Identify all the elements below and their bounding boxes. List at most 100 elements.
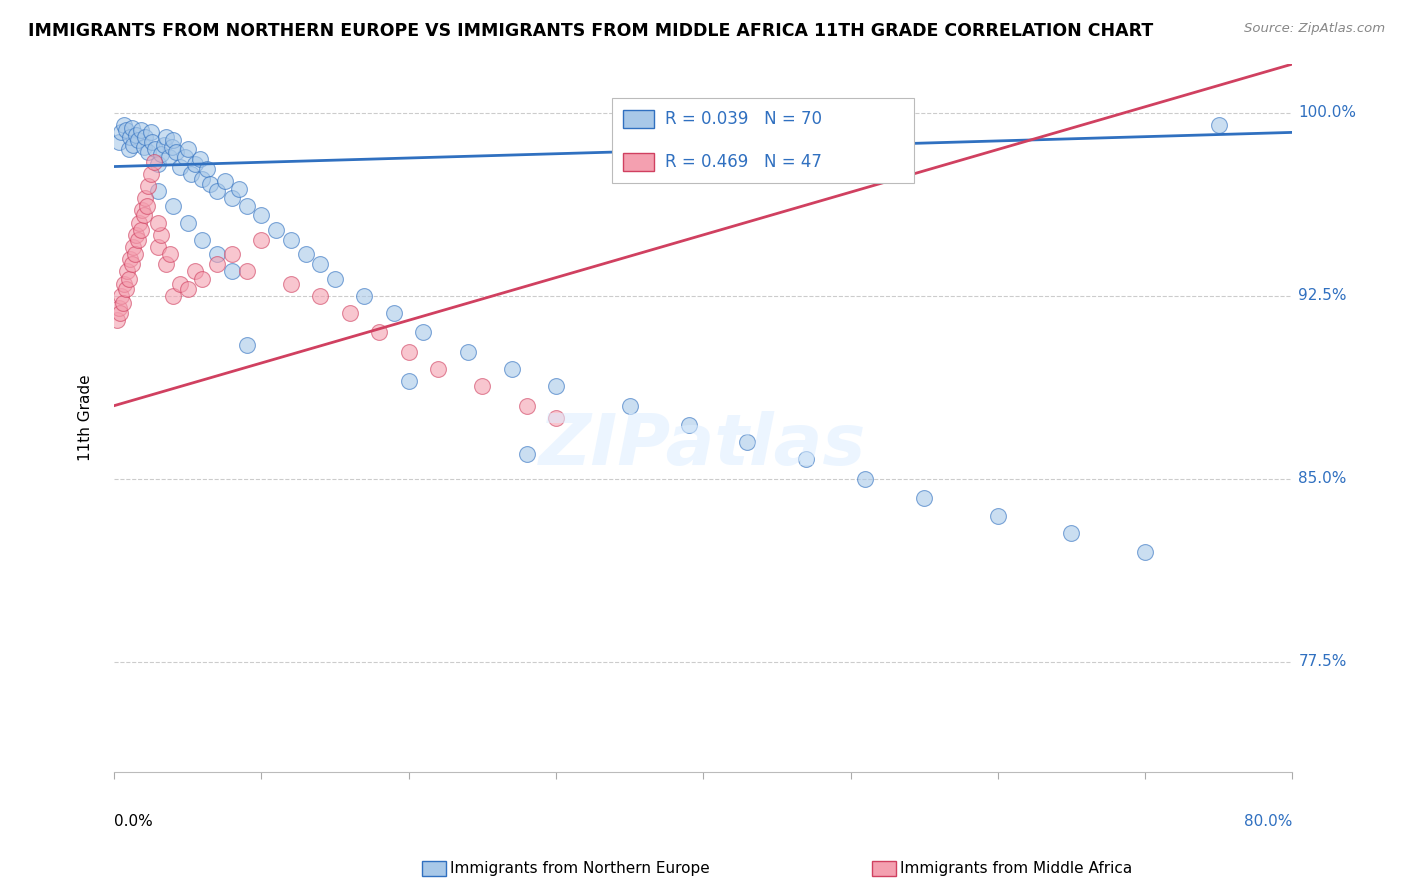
Point <box>501 362 523 376</box>
Point <box>115 282 138 296</box>
Point <box>309 257 332 271</box>
Text: 0.0%: 0.0% <box>114 814 153 830</box>
Text: 77.5%: 77.5% <box>1298 655 1347 669</box>
Point <box>368 326 391 340</box>
Point <box>160 140 183 154</box>
Point <box>678 418 700 433</box>
Point <box>987 508 1010 523</box>
Point <box>853 472 876 486</box>
Point <box>162 198 184 212</box>
Point <box>148 157 170 171</box>
Point <box>120 252 142 267</box>
Point <box>191 272 214 286</box>
Point <box>205 247 228 261</box>
Point <box>118 143 141 157</box>
Point <box>153 137 176 152</box>
Text: Immigrants from Middle Africa: Immigrants from Middle Africa <box>900 862 1132 876</box>
Point <box>159 247 181 261</box>
Point <box>177 216 200 230</box>
Point <box>294 247 316 261</box>
Point <box>180 167 202 181</box>
Point <box>214 174 236 188</box>
Point <box>515 448 537 462</box>
Point <box>1208 118 1230 132</box>
Text: 100.0%: 100.0% <box>1298 105 1357 120</box>
Point <box>191 171 214 186</box>
Point <box>143 143 166 157</box>
Text: 85.0%: 85.0% <box>1298 471 1347 486</box>
Point <box>184 157 207 171</box>
Point <box>142 154 165 169</box>
Point <box>177 143 200 157</box>
Point <box>131 203 153 218</box>
Point <box>235 337 257 351</box>
Text: 80.0%: 80.0% <box>1244 814 1292 830</box>
Point <box>912 491 935 506</box>
Point <box>412 326 434 340</box>
Point <box>105 313 128 327</box>
Point <box>112 118 135 132</box>
Point <box>155 130 177 145</box>
Point <box>427 362 450 376</box>
Point <box>134 130 156 145</box>
Point <box>177 282 200 296</box>
Point <box>398 345 420 359</box>
Point <box>280 233 302 247</box>
Point <box>111 296 134 310</box>
Point <box>148 184 170 198</box>
Point <box>471 379 494 393</box>
Point <box>157 150 180 164</box>
Point <box>235 198 257 212</box>
Point <box>112 277 135 291</box>
Point <box>110 125 132 139</box>
Text: R = 0.039   N = 70: R = 0.039 N = 70 <box>665 111 823 128</box>
Point <box>619 399 641 413</box>
Point <box>221 191 243 205</box>
Point <box>173 150 195 164</box>
Point <box>221 247 243 261</box>
Point <box>150 227 173 242</box>
Point <box>118 272 141 286</box>
Point <box>169 160 191 174</box>
Point <box>169 277 191 291</box>
Point <box>796 452 818 467</box>
Point <box>382 306 405 320</box>
Point <box>115 123 138 137</box>
Point <box>339 306 361 320</box>
Point <box>139 167 162 181</box>
Point <box>127 233 149 247</box>
Text: R = 0.469   N = 47: R = 0.469 N = 47 <box>665 153 823 170</box>
Point <box>250 208 273 222</box>
Point <box>165 145 187 159</box>
Point <box>110 289 132 303</box>
Point <box>127 133 149 147</box>
Y-axis label: 11th Grade: 11th Grade <box>79 375 93 461</box>
Point <box>125 227 148 242</box>
Point <box>107 301 129 315</box>
Point <box>128 216 150 230</box>
Point <box>323 272 346 286</box>
Text: IMMIGRANTS FROM NORTHERN EUROPE VS IMMIGRANTS FROM MIDDLE AFRICA 11TH GRADE CORR: IMMIGRANTS FROM NORTHERN EUROPE VS IMMIG… <box>28 22 1153 40</box>
Point <box>737 435 759 450</box>
Point <box>122 137 145 152</box>
Point <box>1133 545 1156 559</box>
Point <box>191 233 214 247</box>
Point <box>198 177 221 191</box>
Point <box>155 257 177 271</box>
Point <box>139 125 162 139</box>
Point <box>124 247 146 261</box>
Text: Source: ZipAtlas.com: Source: ZipAtlas.com <box>1244 22 1385 36</box>
Point <box>141 135 163 149</box>
Point <box>205 257 228 271</box>
Point <box>135 198 157 212</box>
Point <box>136 179 159 194</box>
Point <box>162 133 184 147</box>
Point <box>121 120 143 135</box>
Point <box>221 264 243 278</box>
Point <box>544 410 567 425</box>
Point <box>107 135 129 149</box>
Point <box>132 140 155 154</box>
Point <box>398 374 420 388</box>
Point <box>205 184 228 198</box>
Point <box>309 289 332 303</box>
